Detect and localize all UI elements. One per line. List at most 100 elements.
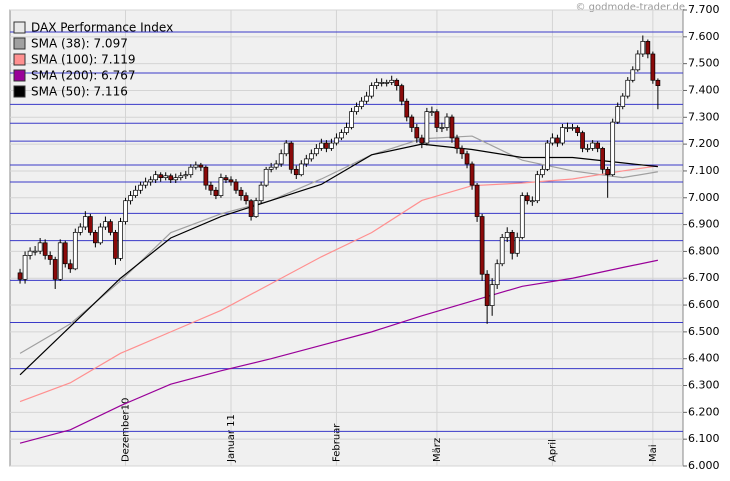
candle-body (178, 175, 184, 178)
candle-body (183, 174, 189, 177)
candle-body (138, 184, 143, 191)
candle-body (103, 221, 108, 228)
candle-body (283, 142, 289, 155)
candle-body (645, 41, 651, 55)
candle-body (610, 121, 616, 176)
candle-body (384, 82, 390, 84)
candle-body (158, 174, 164, 178)
candle-body (479, 216, 485, 275)
candle-body (585, 148, 590, 150)
candle-body (233, 181, 239, 191)
legend-label: SMA (100): 7.119 (31, 53, 135, 67)
candle-body (123, 200, 128, 222)
y-tick-label: 7.000 (688, 191, 720, 204)
candle-body (47, 255, 53, 260)
candle-body (72, 232, 78, 270)
candle-body (409, 116, 415, 128)
candle-body (404, 100, 410, 118)
legend-swatch (13, 53, 26, 66)
candle-body (288, 142, 294, 170)
candle-body (369, 85, 374, 97)
candle-body (42, 242, 48, 256)
candle-body (484, 273, 490, 306)
candle-body (499, 237, 505, 265)
candle-body (555, 137, 560, 144)
candle-body (308, 153, 314, 160)
legend-swatch (13, 21, 26, 34)
candle-body (575, 127, 580, 133)
candle-body (349, 111, 354, 128)
candle-body (303, 158, 309, 165)
candle-body (439, 127, 445, 129)
x-tick-label: Mai (648, 444, 659, 462)
x-tick-label: April (547, 439, 558, 462)
candle-body (449, 116, 455, 139)
candle-body (399, 85, 405, 102)
candle-body (248, 200, 254, 217)
candle-body (168, 175, 174, 181)
candle-body (419, 137, 425, 144)
candle-body (17, 272, 23, 280)
candle-body (640, 41, 646, 55)
y-tick-label: 7.100 (688, 164, 720, 177)
y-tick-label: 6.900 (688, 218, 720, 231)
candle-body (278, 153, 284, 165)
candle-body (198, 164, 204, 168)
candle-body (474, 184, 480, 217)
x-tick-label: Februar (331, 423, 342, 462)
candle-body (218, 177, 224, 196)
candle-body (22, 255, 28, 280)
candle-body (620, 95, 626, 107)
candle-body (253, 200, 259, 217)
candle-body (32, 250, 38, 253)
candle-body (605, 168, 611, 176)
candle-body (163, 175, 169, 178)
candle-body (52, 259, 58, 280)
candle-body (37, 242, 43, 252)
candle-body (529, 200, 535, 203)
candle-body (173, 177, 179, 181)
candle-body (444, 116, 450, 128)
y-tick-label: 6.100 (688, 432, 720, 445)
y-tick-label: 6.000 (688, 459, 720, 472)
candle-body (148, 179, 153, 183)
candle-body (364, 95, 369, 102)
candle-body (359, 100, 364, 107)
candle-body (298, 163, 304, 176)
candle-body (238, 189, 244, 196)
y-tick-label: 6.800 (688, 244, 720, 257)
candle-body (635, 53, 641, 71)
candle-body (459, 148, 465, 155)
candle-body (504, 232, 510, 238)
y-tick-label: 7.700 (688, 3, 720, 16)
candle-body (213, 189, 219, 196)
candle-body (268, 166, 274, 170)
candle-body (324, 142, 329, 149)
candle-body (133, 189, 138, 196)
candle-body (494, 263, 500, 286)
candle-body (334, 137, 339, 144)
candle-body (570, 127, 575, 129)
candle-body (128, 195, 133, 202)
y-tick-label: 6.400 (688, 352, 720, 365)
candle-body (434, 111, 440, 128)
candle-body (519, 195, 525, 238)
candle-body (545, 142, 550, 170)
candle-body (655, 79, 661, 86)
candle-body (374, 82, 379, 86)
candle-body (595, 142, 600, 149)
candle-body (429, 111, 435, 114)
legend-label: SMA (200): 6.767 (31, 69, 135, 83)
candle-body (258, 184, 264, 202)
candle-body (625, 79, 631, 97)
candle-body (273, 163, 279, 168)
x-tick-label: Januar 11 (226, 414, 237, 463)
candle-body (339, 132, 344, 139)
candle-body (514, 237, 520, 254)
candle-body (208, 184, 214, 191)
candle-body (414, 127, 420, 139)
candle-body (143, 181, 148, 186)
legend-swatch (13, 69, 26, 82)
candle-body (329, 142, 334, 149)
